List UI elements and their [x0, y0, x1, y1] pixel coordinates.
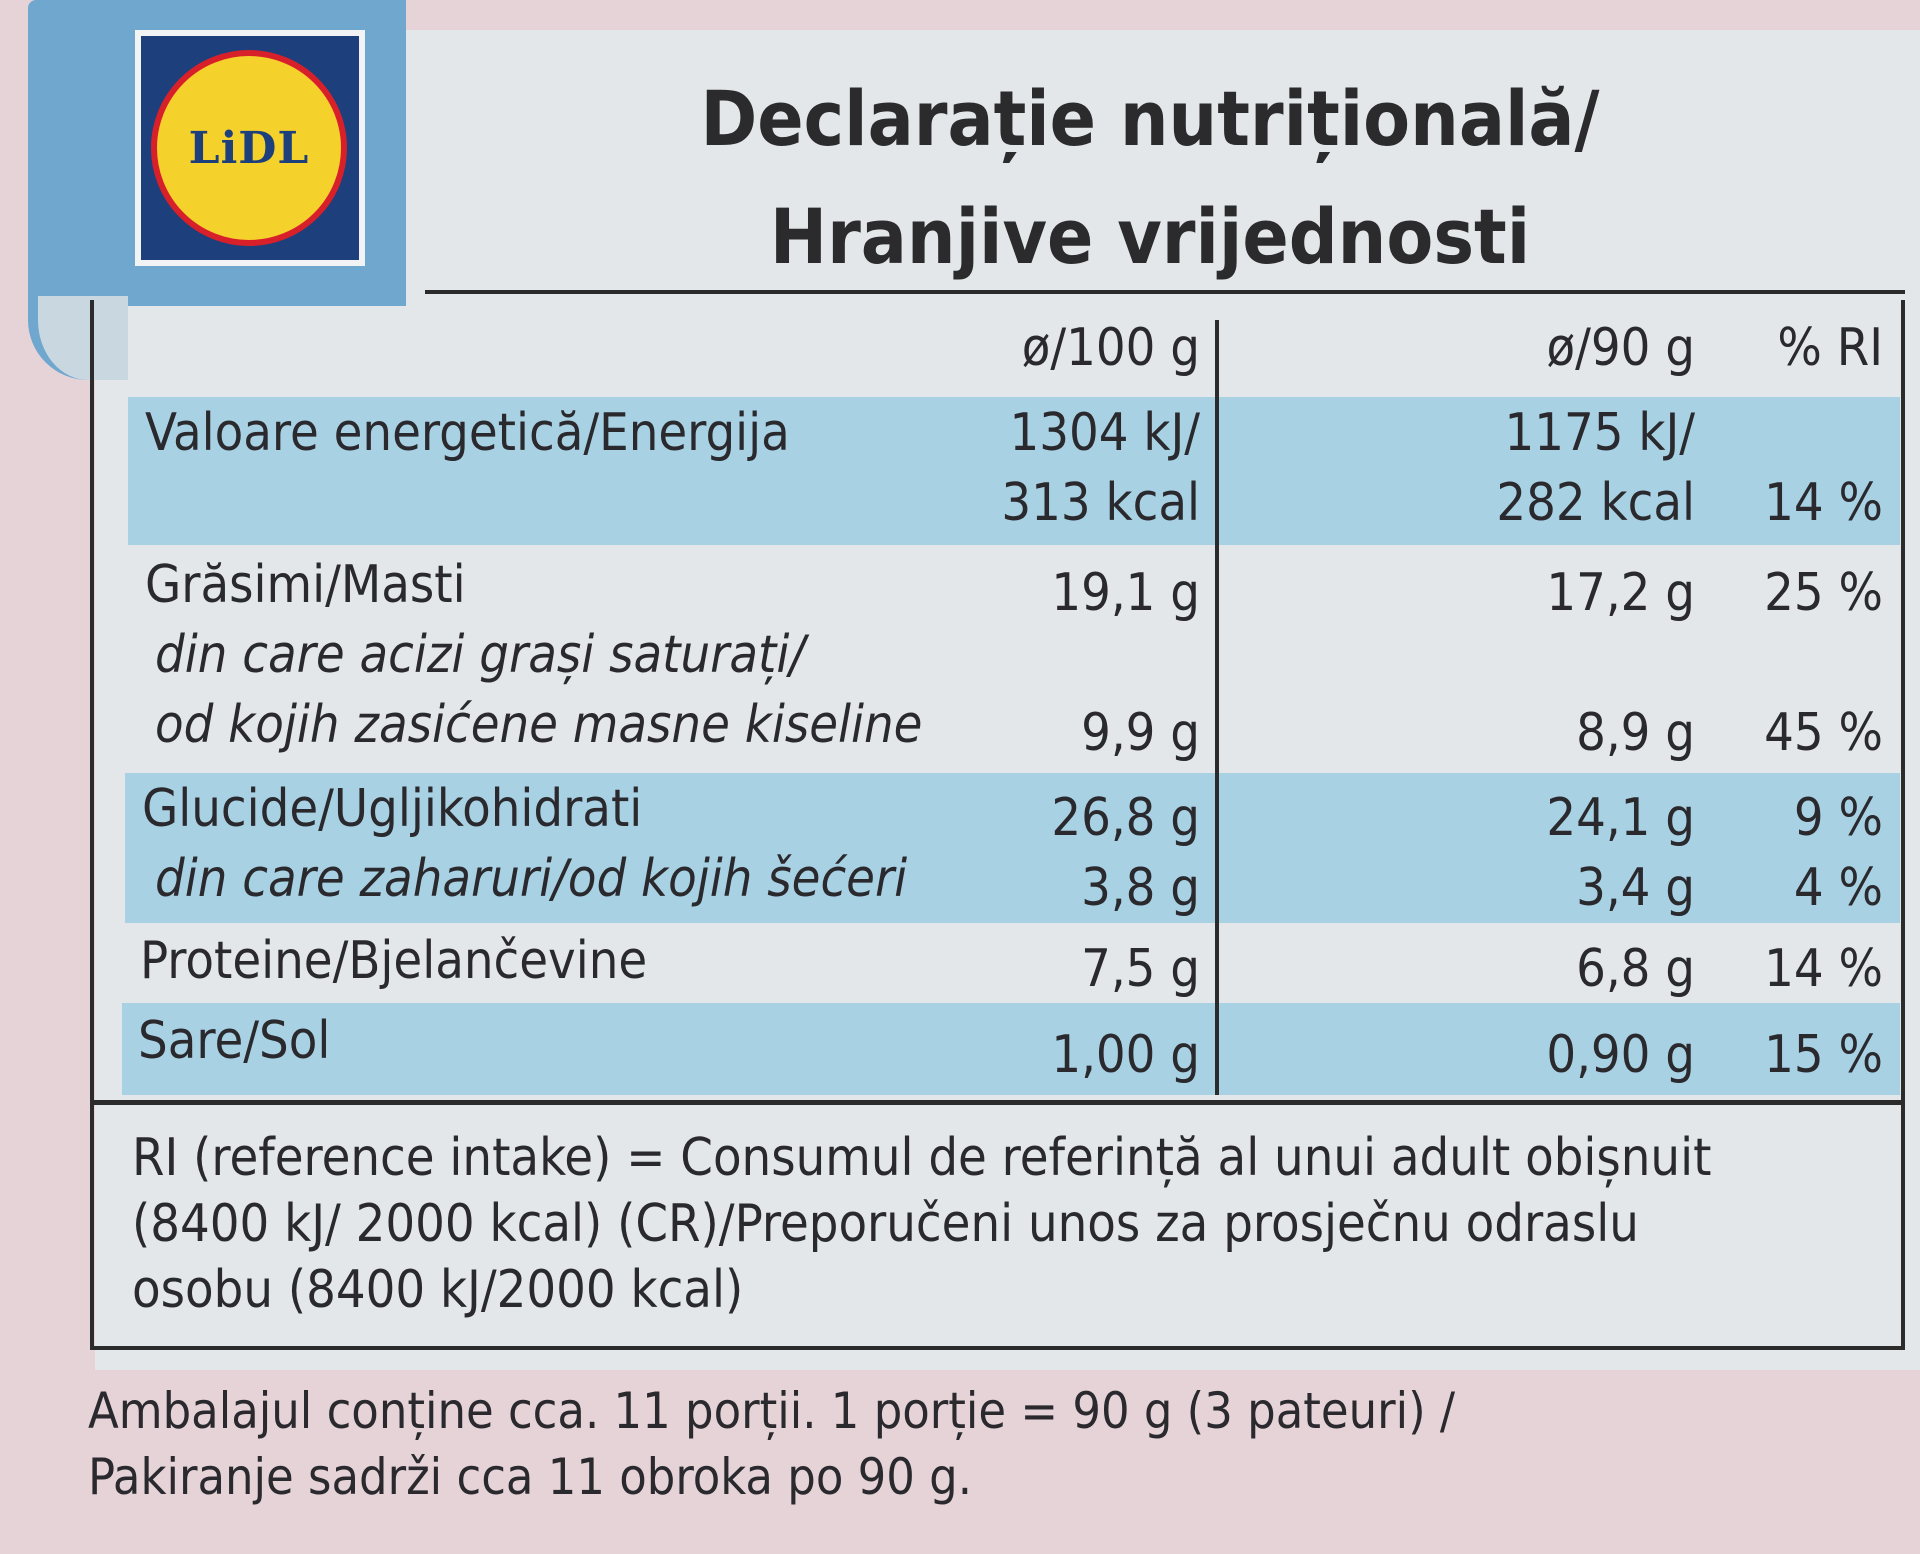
row-carbs-ri: 9 % — [1793, 788, 1883, 848]
row-salt-per100: 1,00 g — [1051, 1025, 1200, 1085]
row-saturates-label-1: din care acizi grași saturați/ — [155, 625, 806, 685]
row-fat-per90: 17,2 g — [1546, 563, 1695, 623]
logo-text: LiDL — [188, 122, 310, 174]
row-carbs-per90: 24,1 g — [1546, 788, 1695, 848]
row-energy-per90-kcal: 282 kcal — [1496, 473, 1695, 533]
row-protein-per100: 7,5 g — [1081, 939, 1200, 999]
portion-info: Ambalajul conține cca. 11 porții. 1 porț… — [88, 1378, 1455, 1510]
row-protein-label: Proteine/Bjelančevine — [140, 931, 648, 991]
row-salt-ri: 15 % — [1764, 1025, 1883, 1085]
column-divider — [1215, 320, 1219, 1095]
ri-note-line-1: RI (reference intake) = Consumul de refe… — [132, 1128, 1712, 1188]
nutrition-table — [90, 300, 1905, 1350]
row-saturates-label-2: od kojih zasićene masne kiseline — [155, 695, 923, 755]
title-divider — [425, 290, 1905, 294]
logo-circle: LiDL — [151, 50, 347, 246]
band-energy — [128, 397, 1900, 545]
ri-note-line-2: (8400 kJ/ 2000 kcal) (CR)/Preporučeni un… — [132, 1194, 1639, 1254]
row-energy-label: Valoare energetică/Energija — [145, 403, 790, 463]
row-fat-label: Grăsimi/Masti — [145, 555, 466, 615]
title-line-2: Hranjive vrijednosti — [769, 192, 1531, 281]
row-sugars-per90: 3,4 g — [1576, 858, 1695, 918]
row-fat-ri: 25 % — [1764, 563, 1883, 623]
row-salt-per90: 0,90 g — [1546, 1025, 1695, 1085]
row-energy-per100-kj: 1304 kJ/ — [1009, 403, 1200, 463]
portion-info-line-1: Ambalajul conține cca. 11 porții. 1 porț… — [88, 1382, 1456, 1440]
row-protein-ri: 14 % — [1764, 939, 1883, 999]
page-title: Declarație nutrițională/ Hranjive vrijed… — [420, 60, 1880, 296]
row-sugars-per100: 3,8 g — [1081, 858, 1200, 918]
row-energy-ri: 14 % — [1764, 473, 1883, 533]
row-sugars-label: din care zaharuri/od kojih šećeri — [155, 849, 908, 909]
row-saturates-ri: 45 % — [1764, 703, 1883, 763]
row-carbs-label: Glucide/Ugljikohidrati — [142, 779, 643, 839]
title-line-1: Declarație nutrițională/ — [700, 74, 1600, 163]
portion-info-line-2: Pakiranje sadrži cca 11 obroka po 90 g. — [88, 1448, 972, 1506]
band-carbs — [125, 773, 1900, 923]
row-carbs-per100: 26,8 g — [1051, 788, 1200, 848]
row-protein-per90: 6,8 g — [1576, 939, 1695, 999]
row-energy-per90-kj: 1175 kJ/ — [1504, 403, 1695, 463]
row-saturates-per90: 8,9 g — [1576, 703, 1695, 763]
ri-note: RI (reference intake) = Consumul de refe… — [132, 1125, 1887, 1323]
row-saturates-per100: 9,9 g — [1081, 703, 1200, 763]
col-header-ri: % RI — [1777, 318, 1883, 378]
table-bottom-rule — [92, 1100, 1902, 1105]
row-energy-per100-kcal: 313 kcal — [1001, 473, 1200, 533]
band-salt — [122, 1003, 1900, 1095]
col-header-per90: ø/90 g — [1546, 318, 1695, 378]
row-fat-per100: 19,1 g — [1051, 563, 1200, 623]
lidl-logo: LiDL — [135, 30, 365, 266]
ri-note-line-3: osobu (8400 kJ/2000 kcal) — [132, 1260, 744, 1320]
row-salt-label: Sare/Sol — [138, 1011, 331, 1071]
row-sugars-ri: 4 % — [1793, 858, 1883, 918]
col-header-per100: ø/100 g — [1021, 318, 1200, 378]
